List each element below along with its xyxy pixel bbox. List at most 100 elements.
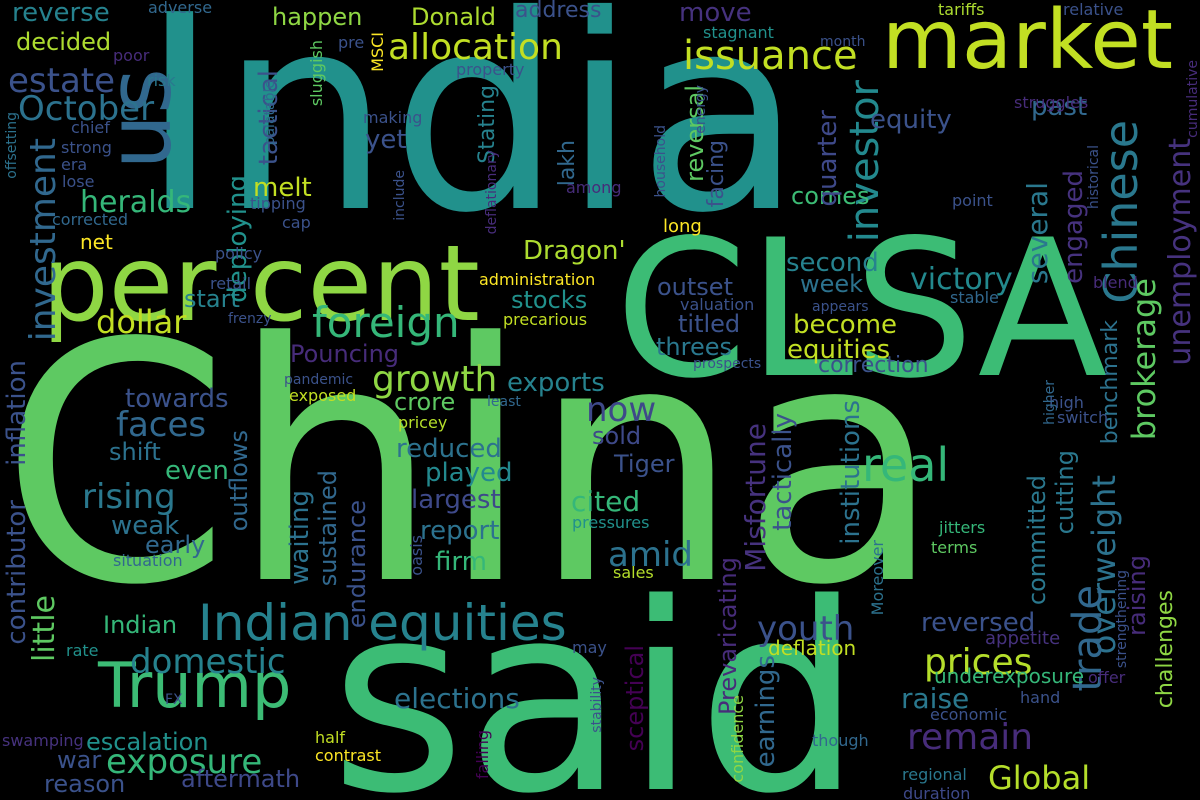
- word: jitters: [939, 518, 986, 537]
- word: era: [61, 155, 88, 174]
- word: palatable: [262, 80, 278, 146]
- word: hand: [1020, 688, 1061, 707]
- word: exposure: [106, 742, 263, 782]
- word: cumulative: [1185, 60, 1200, 138]
- word: making: [363, 108, 423, 127]
- word: become: [793, 310, 898, 340]
- word: falling: [473, 730, 492, 780]
- word: precarious: [503, 310, 588, 329]
- word: real: [862, 438, 950, 492]
- word: terms: [931, 538, 978, 557]
- word: early: [145, 531, 206, 559]
- word: outset: [657, 273, 733, 301]
- word: engaged: [1059, 170, 1089, 284]
- word: contrast: [315, 746, 381, 765]
- word: among: [566, 178, 622, 197]
- word: though: [812, 731, 869, 750]
- word: amid: [608, 535, 693, 575]
- word: war: [57, 746, 102, 774]
- word: higher: [1042, 380, 1058, 425]
- word: may: [572, 638, 607, 657]
- word: rising: [82, 477, 176, 517]
- word: comes: [791, 182, 870, 210]
- word: now: [586, 390, 657, 430]
- word: energy: [693, 85, 709, 134]
- word: strong: [61, 138, 112, 157]
- word: sustained: [314, 470, 342, 587]
- word: past: [1031, 92, 1088, 122]
- word: decided: [16, 28, 112, 56]
- word: India: [140, 0, 803, 272]
- word: long: [663, 216, 702, 237]
- word: move: [679, 0, 752, 28]
- word: heralds: [80, 185, 192, 220]
- word: prices: [924, 642, 1033, 683]
- word: economic: [930, 705, 1008, 724]
- word: Prevaricating: [714, 557, 742, 716]
- word: appetite: [985, 628, 1061, 649]
- word: estate: [8, 61, 116, 101]
- word: cutting: [1051, 450, 1079, 535]
- word: growth: [372, 359, 498, 400]
- word: reversed: [921, 608, 1036, 638]
- word: tariffs: [938, 0, 985, 19]
- word: unemployment: [1163, 138, 1198, 366]
- word: endurance: [343, 500, 371, 629]
- word: poor: [113, 46, 150, 65]
- word: remain: [907, 717, 1034, 758]
- word: even: [165, 456, 229, 486]
- word: high: [1049, 393, 1084, 412]
- word: titled: [678, 310, 741, 338]
- word: shift: [109, 438, 161, 466]
- word: quarter: [813, 110, 843, 207]
- word: stability: [589, 677, 605, 733]
- word: oasis: [407, 535, 426, 576]
- word: point: [952, 191, 993, 210]
- word: FX: [165, 692, 183, 708]
- word: regional: [902, 765, 967, 784]
- word: stable: [950, 288, 999, 307]
- word: sold: [592, 422, 642, 450]
- word: struggles: [1014, 93, 1089, 112]
- word: Dragon': [523, 236, 626, 266]
- word: inflation: [2, 360, 32, 466]
- word: offsetting: [4, 112, 20, 179]
- word: address: [515, 0, 602, 23]
- word: offer: [1088, 668, 1126, 687]
- word: net: [80, 230, 113, 254]
- word: retail: [210, 274, 252, 293]
- word: correction: [818, 353, 929, 378]
- word: deflationary: [484, 150, 500, 235]
- word: sluggish: [307, 40, 326, 107]
- word: Tiger: [614, 450, 675, 478]
- word: threes: [656, 333, 732, 361]
- word: stocks: [511, 286, 588, 314]
- word: outflows: [225, 430, 253, 532]
- word: CLSA: [615, 199, 1108, 420]
- word: cited: [571, 485, 641, 518]
- word: pandemic: [284, 372, 354, 388]
- word: cap: [282, 213, 311, 232]
- word: exports: [507, 368, 605, 398]
- word: month: [820, 34, 866, 50]
- word: reason: [44, 770, 126, 798]
- word: blend: [1093, 273, 1138, 292]
- word: least: [487, 394, 521, 410]
- word: reduced: [396, 434, 502, 464]
- word: October: [18, 89, 155, 129]
- word: facing: [704, 140, 729, 208]
- word: challenges: [1153, 590, 1178, 709]
- word: Misfortune: [739, 423, 772, 572]
- word: brokerage: [1125, 278, 1163, 441]
- word: swamping: [2, 731, 84, 750]
- word: investment: [23, 138, 64, 342]
- word: chief: [71, 118, 110, 137]
- word: Donald: [411, 3, 496, 31]
- word: confidence: [728, 695, 747, 783]
- word: deflation: [768, 636, 857, 660]
- word: several: [1021, 182, 1054, 285]
- word: stagnant: [703, 23, 774, 42]
- word: equities: [787, 335, 891, 365]
- word: melt: [253, 173, 312, 203]
- word: Trump: [98, 649, 292, 722]
